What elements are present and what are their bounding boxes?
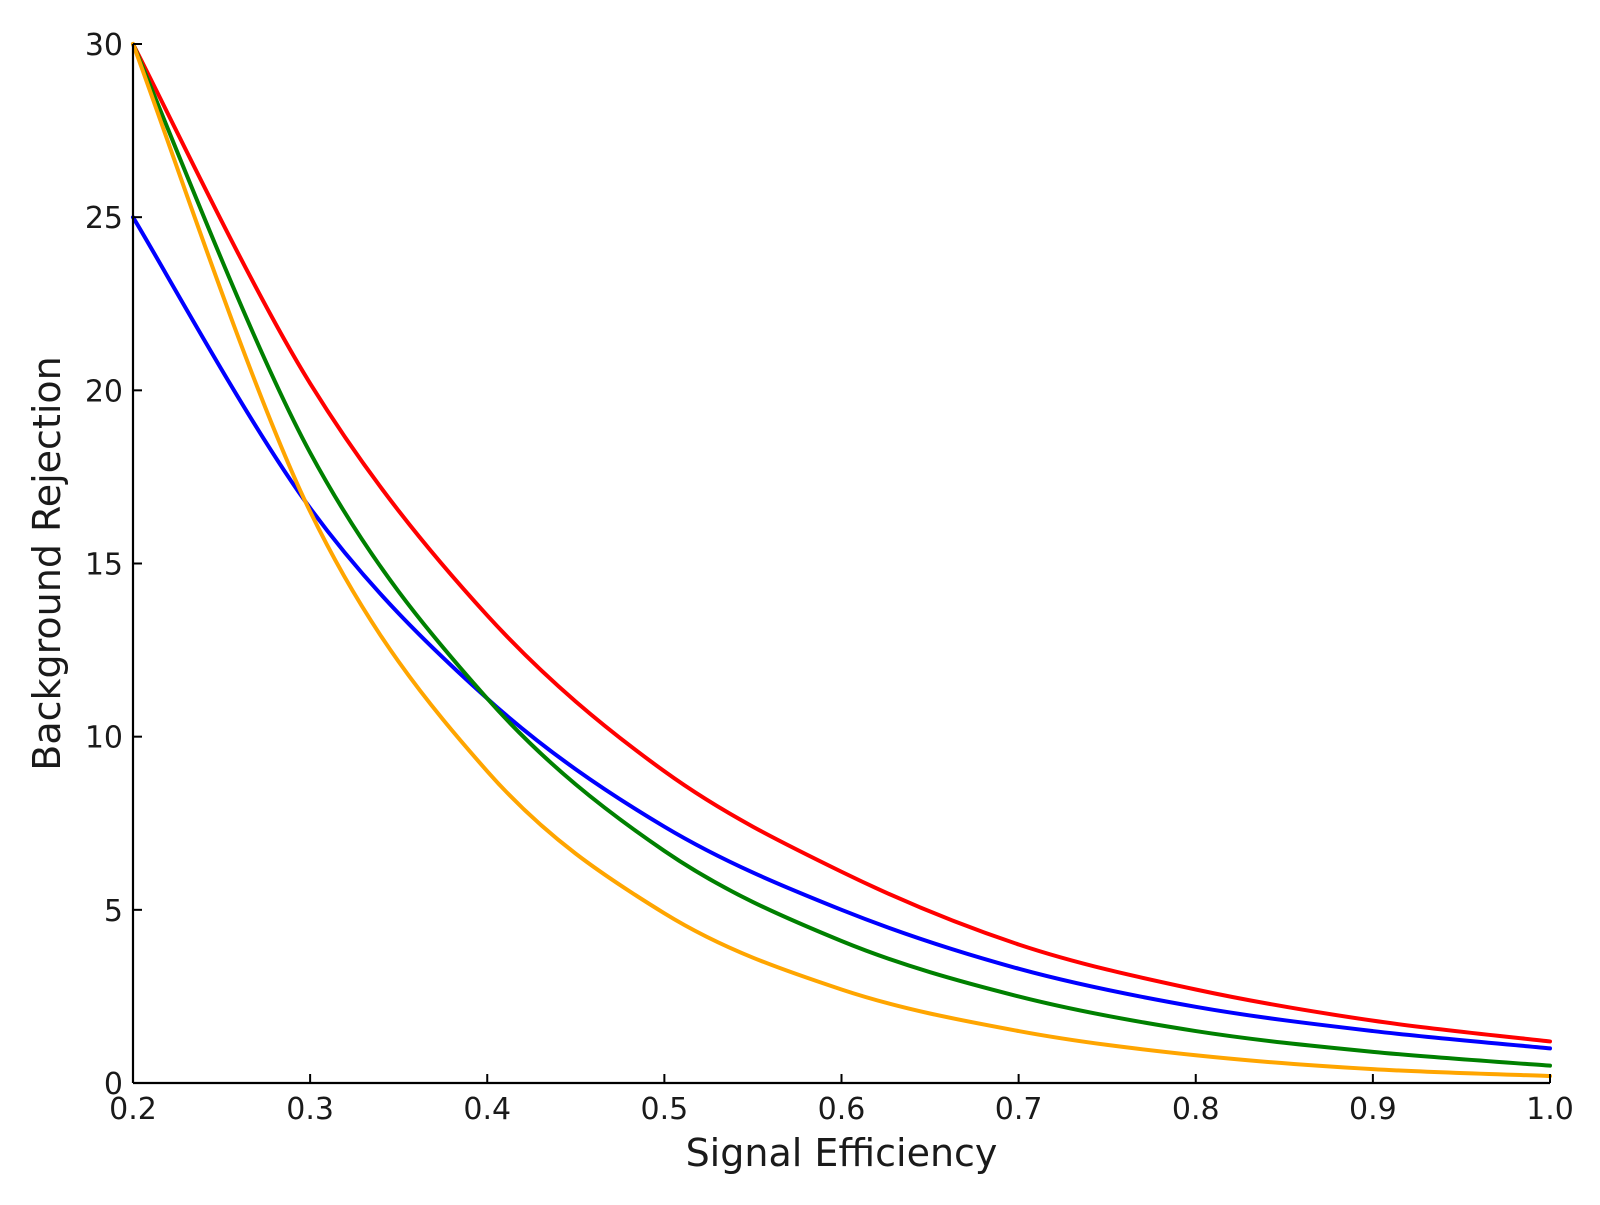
x-tick-label: 0.2	[109, 1092, 157, 1127]
y-tick-label: 0	[104, 1067, 123, 1102]
y-tick-label: 15	[85, 548, 123, 583]
x-tick-label: 0.3	[286, 1092, 334, 1127]
y-axis-title: Background Rejection	[25, 356, 69, 770]
series-line-1	[131, 42, 1552, 1044]
ticks-layer: 0.2 0.3 0.4 0.5 0.6 0.7 0.8 0.9 1.0 0 5 10 15 20 25 30	[85, 28, 1574, 1127]
y-tick-label: 30	[85, 28, 123, 63]
series-line-3	[131, 42, 1552, 1068]
x-tick-label: 0.5	[641, 1092, 689, 1127]
series-line-2	[131, 215, 1552, 1051]
series-layer	[131, 42, 1552, 1079]
axes-layer	[131, 44, 1550, 1085]
x-tick-label: 1.0	[1526, 1092, 1574, 1127]
x-axis-title: Signal Efficiency	[686, 1131, 998, 1175]
x-tick-label: 0.6	[818, 1092, 866, 1127]
y-tick-label: 10	[85, 721, 123, 756]
series-line-4	[131, 42, 1552, 1079]
x-tick-label: 0.8	[1172, 1092, 1220, 1127]
x-tick-label: 0.4	[463, 1092, 511, 1127]
y-tick-label: 5	[104, 894, 123, 929]
x-tick-label: 0.7	[995, 1092, 1043, 1127]
x-tick-label: 0.9	[1349, 1092, 1397, 1127]
y-tick-label: 25	[85, 201, 123, 236]
y-tick-label: 20	[85, 374, 123, 409]
